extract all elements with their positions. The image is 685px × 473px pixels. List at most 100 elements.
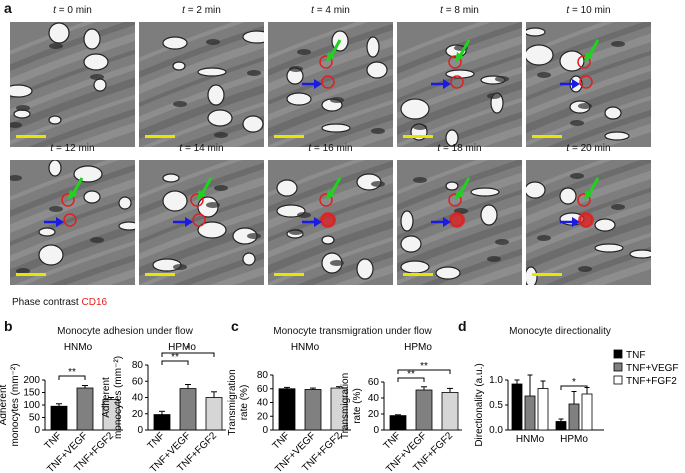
timelapse-frame [397, 160, 522, 285]
y-tick-label: 1.0 [489, 375, 503, 386]
y-tick-label: 50 [29, 413, 41, 424]
bar [511, 383, 523, 431]
chart-subtitle: HNMo [64, 342, 93, 353]
y-tick-label: 150 [23, 388, 40, 399]
bar [568, 403, 580, 431]
chart-subtitle: HPMo [168, 342, 196, 353]
chart-subtitle: HPMo [404, 342, 432, 353]
timelapse-frame [10, 160, 135, 285]
y-tick-label: 60 [132, 376, 144, 387]
chart-subtitle: HNMo [291, 342, 320, 353]
y-tick-label: 0.5 [489, 400, 503, 411]
y-tick-label: 80 [132, 360, 144, 371]
y-tick-label: 20 [368, 409, 380, 420]
bar [524, 395, 536, 431]
timelapse-frame [10, 22, 135, 147]
y-tick-label: 60 [368, 377, 380, 388]
significance-label: * [186, 344, 190, 355]
frame-time-label: t = 10 min [566, 5, 611, 16]
y-tick-label: 40 [132, 393, 144, 404]
significance-bracket [397, 369, 451, 374]
y-tick-label: 40 [368, 393, 380, 404]
legend-swatch [613, 375, 623, 385]
timelapse-frame [526, 160, 651, 285]
y-tick-label: 200 [23, 375, 40, 386]
panel-label-b: b [4, 318, 13, 334]
significance-label: ** [68, 367, 76, 378]
significance-bracket [161, 360, 189, 365]
legend-swatch [613, 362, 623, 372]
image-legend: Phase contrast CD16 [12, 297, 107, 308]
y-tick-label: 60 [257, 384, 269, 395]
frame-time-label: t = 12 min [50, 143, 95, 154]
y-tick-label: 0 [373, 425, 379, 436]
y-axis-label-line2: rate (%) [352, 388, 363, 424]
panel-label-d: d [458, 318, 467, 334]
timelapse-frame [268, 22, 393, 147]
bar [415, 389, 433, 431]
frame-time-label: t = 14 min [179, 143, 224, 154]
y-axis-label-line2: monocytes (mm⁻²) [10, 363, 21, 446]
legend-cd16: CD16 [81, 297, 108, 308]
x-tick-label: HPMo [560, 434, 588, 445]
chart-title-d: Monocyte directionality [509, 326, 611, 337]
y-tick-label: 20 [132, 409, 144, 420]
y-tick-label: 40 [257, 398, 269, 409]
frame-time-label: t = 16 min [308, 143, 353, 154]
y-axis-label: Directionality (a.u.) [474, 363, 485, 446]
bar [304, 389, 322, 431]
y-axis-label-line1: Adherent [0, 384, 9, 425]
y-tick-label: 20 [257, 411, 269, 422]
y-tick-label: 100 [23, 400, 40, 411]
significance-bracket [560, 385, 588, 390]
y-tick-label: 80 [257, 370, 269, 381]
legend-label: TNF [626, 350, 645, 361]
bar [179, 388, 197, 431]
bar [581, 393, 593, 431]
bar [76, 387, 94, 431]
y-axis-label-line2: monocytes (mm⁻²) [113, 356, 124, 439]
frame-time-label: t = 8 min [440, 5, 479, 16]
y-axis-label-line1: Transmigration [227, 369, 238, 435]
panel-label-a: a [4, 0, 12, 16]
chart-title-c: Monocyte transmigration under flow [273, 326, 432, 337]
legend-label: TNF+FGF2 [626, 376, 677, 387]
significance-label: * [572, 377, 576, 388]
bar [153, 414, 171, 431]
bar [205, 397, 223, 431]
significance-label: ** [407, 369, 415, 380]
bar [278, 388, 296, 431]
x-tick-label: HNMo [516, 434, 545, 445]
significance-bracket [161, 352, 215, 357]
frame-time-label: t = 18 min [437, 143, 482, 154]
frame-time-label: t = 4 min [311, 5, 350, 16]
legend-phase-contrast: Phase contrast [12, 297, 79, 308]
y-tick-label: 0 [34, 425, 40, 436]
bar [50, 405, 68, 431]
bar [555, 421, 567, 431]
significance-bracket [397, 377, 425, 382]
bar [537, 388, 549, 431]
y-axis-label-line1: Adherent [101, 377, 112, 418]
chart-title-b: Monocyte adhesion under flow [57, 326, 193, 337]
frame-time-label: t = 2 min [182, 5, 221, 16]
significance-label: ** [420, 361, 428, 372]
y-tick-label: 0 [262, 425, 268, 436]
significance-label: ** [171, 352, 179, 363]
timelapse-frame [268, 160, 393, 285]
y-axis-label-line1: Transmigration [340, 373, 351, 439]
significance-bracket [58, 375, 86, 380]
legend-swatch [613, 349, 623, 359]
timelapse-frame [139, 160, 264, 285]
timelapse-frame [526, 22, 651, 147]
x-tick-label: TNF [382, 430, 404, 452]
frame-time-label: t = 0 min [53, 5, 92, 16]
bar [441, 391, 459, 431]
y-tick-label: 0.0 [489, 425, 503, 436]
frame-time-label: t = 20 min [566, 143, 611, 154]
timelapse-frame [139, 22, 264, 147]
y-tick-label: 0 [137, 425, 143, 436]
timelapse-frame [397, 22, 522, 147]
y-axis-label-line2: rate (%) [239, 385, 250, 421]
bar [389, 415, 407, 431]
